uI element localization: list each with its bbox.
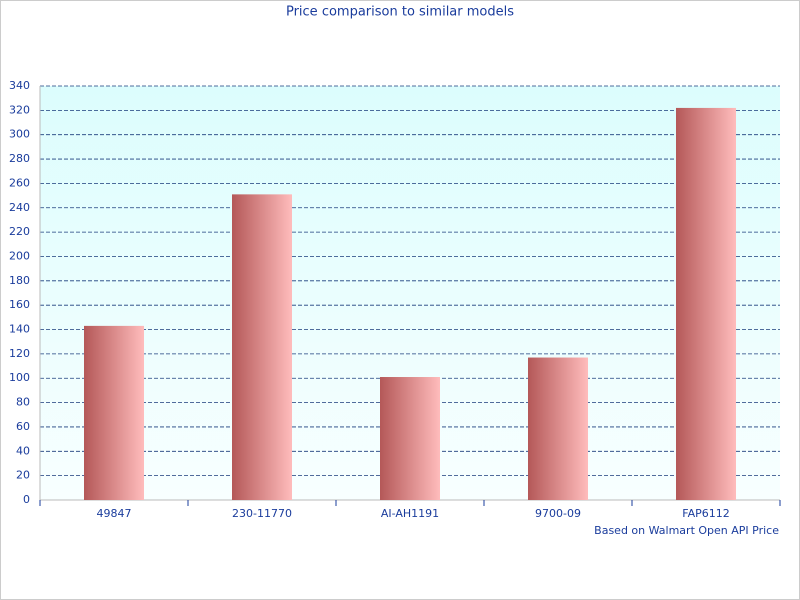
bar [528,357,588,500]
y-tick-label: 280 [9,152,30,165]
y-tick-label: 20 [16,469,30,482]
chart-title: Price comparison to similar models [286,5,514,20]
y-tick-label: 140 [9,323,30,336]
y-tick-label: 80 [16,396,30,409]
y-tick-label: 200 [9,249,30,262]
y-tick-label: 320 [9,103,30,116]
bar [380,377,440,500]
y-tick-label: 260 [9,176,30,189]
y-tick-label: 160 [9,298,30,311]
footnote: Based on Walmart Open API Price [594,524,779,537]
y-tick-label: 340 [9,79,30,92]
y-tick-label: 240 [9,201,30,214]
x-tick-label: AI-AH1191 [381,507,439,520]
x-tick-label: 230-11770 [232,507,292,520]
y-tick-label: 0 [23,493,30,506]
bar [84,325,144,500]
y-tick-label: 120 [9,347,30,360]
y-tick-label: 100 [9,371,30,384]
x-tick-label: FAP6112 [682,507,729,520]
y-tick-label: 60 [16,420,30,433]
y-tick-label: 40 [16,444,30,457]
bar [232,194,292,500]
x-tick-label: 49847 [97,507,132,520]
bar [676,107,736,500]
y-tick-label: 180 [9,274,30,287]
y-tick-label: 300 [9,128,30,141]
y-tick-label: 220 [9,225,30,238]
x-tick-label: 9700-09 [535,507,581,520]
